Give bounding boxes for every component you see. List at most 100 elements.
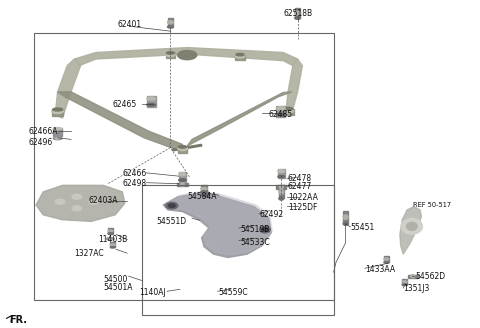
Ellipse shape: [168, 21, 173, 24]
Bar: [201, 185, 207, 192]
Text: 62465: 62465: [112, 100, 137, 110]
Ellipse shape: [168, 204, 175, 208]
Text: 54559C: 54559C: [218, 288, 248, 297]
Bar: [295, 8, 300, 18]
Ellipse shape: [108, 230, 113, 232]
Text: REF 50-517: REF 50-517: [413, 202, 451, 208]
Ellipse shape: [402, 281, 407, 283]
Bar: [384, 256, 389, 262]
Ellipse shape: [108, 238, 112, 239]
Bar: [179, 172, 186, 182]
Text: 62403A: 62403A: [89, 195, 118, 205]
Ellipse shape: [55, 138, 60, 139]
Bar: [279, 185, 284, 198]
Bar: [276, 185, 286, 189]
Polygon shape: [58, 92, 182, 151]
Polygon shape: [55, 59, 81, 118]
Ellipse shape: [276, 107, 285, 110]
Ellipse shape: [235, 54, 245, 58]
Ellipse shape: [201, 187, 207, 190]
Ellipse shape: [283, 107, 293, 110]
Ellipse shape: [166, 202, 178, 209]
Text: 1022AA: 1022AA: [288, 193, 318, 202]
Ellipse shape: [147, 104, 156, 106]
Bar: [278, 169, 285, 178]
Ellipse shape: [110, 247, 115, 248]
Ellipse shape: [72, 206, 82, 211]
Text: 54519B: 54519B: [240, 225, 269, 234]
Bar: [34, 33, 334, 300]
Bar: [177, 183, 188, 186]
Ellipse shape: [166, 52, 175, 56]
Ellipse shape: [55, 199, 65, 204]
Ellipse shape: [279, 197, 284, 200]
Ellipse shape: [201, 192, 210, 197]
Ellipse shape: [166, 52, 175, 54]
Ellipse shape: [278, 170, 285, 173]
Bar: [166, 53, 175, 58]
Text: 54533C: 54533C: [240, 237, 270, 247]
Polygon shape: [286, 59, 302, 115]
Bar: [276, 106, 285, 117]
Bar: [343, 211, 348, 224]
Ellipse shape: [147, 97, 156, 100]
Ellipse shape: [279, 190, 284, 194]
Ellipse shape: [295, 11, 300, 15]
Bar: [168, 18, 173, 27]
Polygon shape: [173, 144, 202, 151]
Bar: [142, 185, 334, 315]
Ellipse shape: [201, 191, 207, 193]
Ellipse shape: [53, 128, 62, 130]
Ellipse shape: [110, 244, 115, 246]
Ellipse shape: [180, 183, 184, 186]
Ellipse shape: [260, 226, 270, 233]
Text: 62466A: 62466A: [29, 127, 58, 136]
Ellipse shape: [107, 237, 114, 240]
Ellipse shape: [53, 137, 62, 140]
Ellipse shape: [52, 109, 63, 113]
Ellipse shape: [178, 51, 197, 60]
Text: 62477: 62477: [288, 182, 312, 192]
Ellipse shape: [72, 194, 82, 199]
Text: 1327AC: 1327AC: [74, 249, 104, 258]
Polygon shape: [74, 48, 298, 66]
Bar: [108, 228, 113, 234]
Ellipse shape: [108, 233, 113, 234]
Polygon shape: [36, 185, 125, 221]
Ellipse shape: [179, 173, 186, 175]
Polygon shape: [187, 92, 292, 146]
Text: 11403B: 11403B: [98, 235, 128, 244]
Polygon shape: [163, 194, 271, 257]
Polygon shape: [400, 207, 421, 254]
Ellipse shape: [384, 262, 389, 263]
Ellipse shape: [282, 108, 294, 113]
Ellipse shape: [279, 185, 283, 189]
Ellipse shape: [168, 26, 173, 28]
Ellipse shape: [179, 179, 186, 181]
Text: 54500: 54500: [103, 275, 128, 284]
Ellipse shape: [278, 175, 285, 178]
Text: 62518B: 62518B: [283, 9, 312, 18]
Ellipse shape: [276, 113, 285, 116]
Ellipse shape: [343, 222, 348, 225]
Text: 1433AA: 1433AA: [365, 265, 395, 274]
Bar: [235, 55, 245, 60]
Bar: [147, 96, 156, 107]
Bar: [408, 275, 418, 278]
Bar: [178, 147, 187, 153]
Text: 54584A: 54584A: [187, 192, 216, 201]
Ellipse shape: [179, 146, 186, 148]
Ellipse shape: [295, 17, 300, 19]
Ellipse shape: [89, 199, 98, 204]
Text: 1140AJ: 1140AJ: [139, 288, 166, 297]
Text: 1125DF: 1125DF: [288, 203, 317, 212]
Ellipse shape: [384, 258, 389, 260]
Text: 1351J3: 1351J3: [403, 284, 430, 293]
Text: 62492: 62492: [259, 210, 283, 219]
Text: 55451: 55451: [350, 223, 375, 233]
Text: 62498: 62498: [122, 179, 146, 188]
Ellipse shape: [407, 222, 417, 230]
Text: 62496: 62496: [29, 138, 53, 147]
Polygon shape: [166, 192, 272, 255]
Bar: [52, 110, 63, 116]
